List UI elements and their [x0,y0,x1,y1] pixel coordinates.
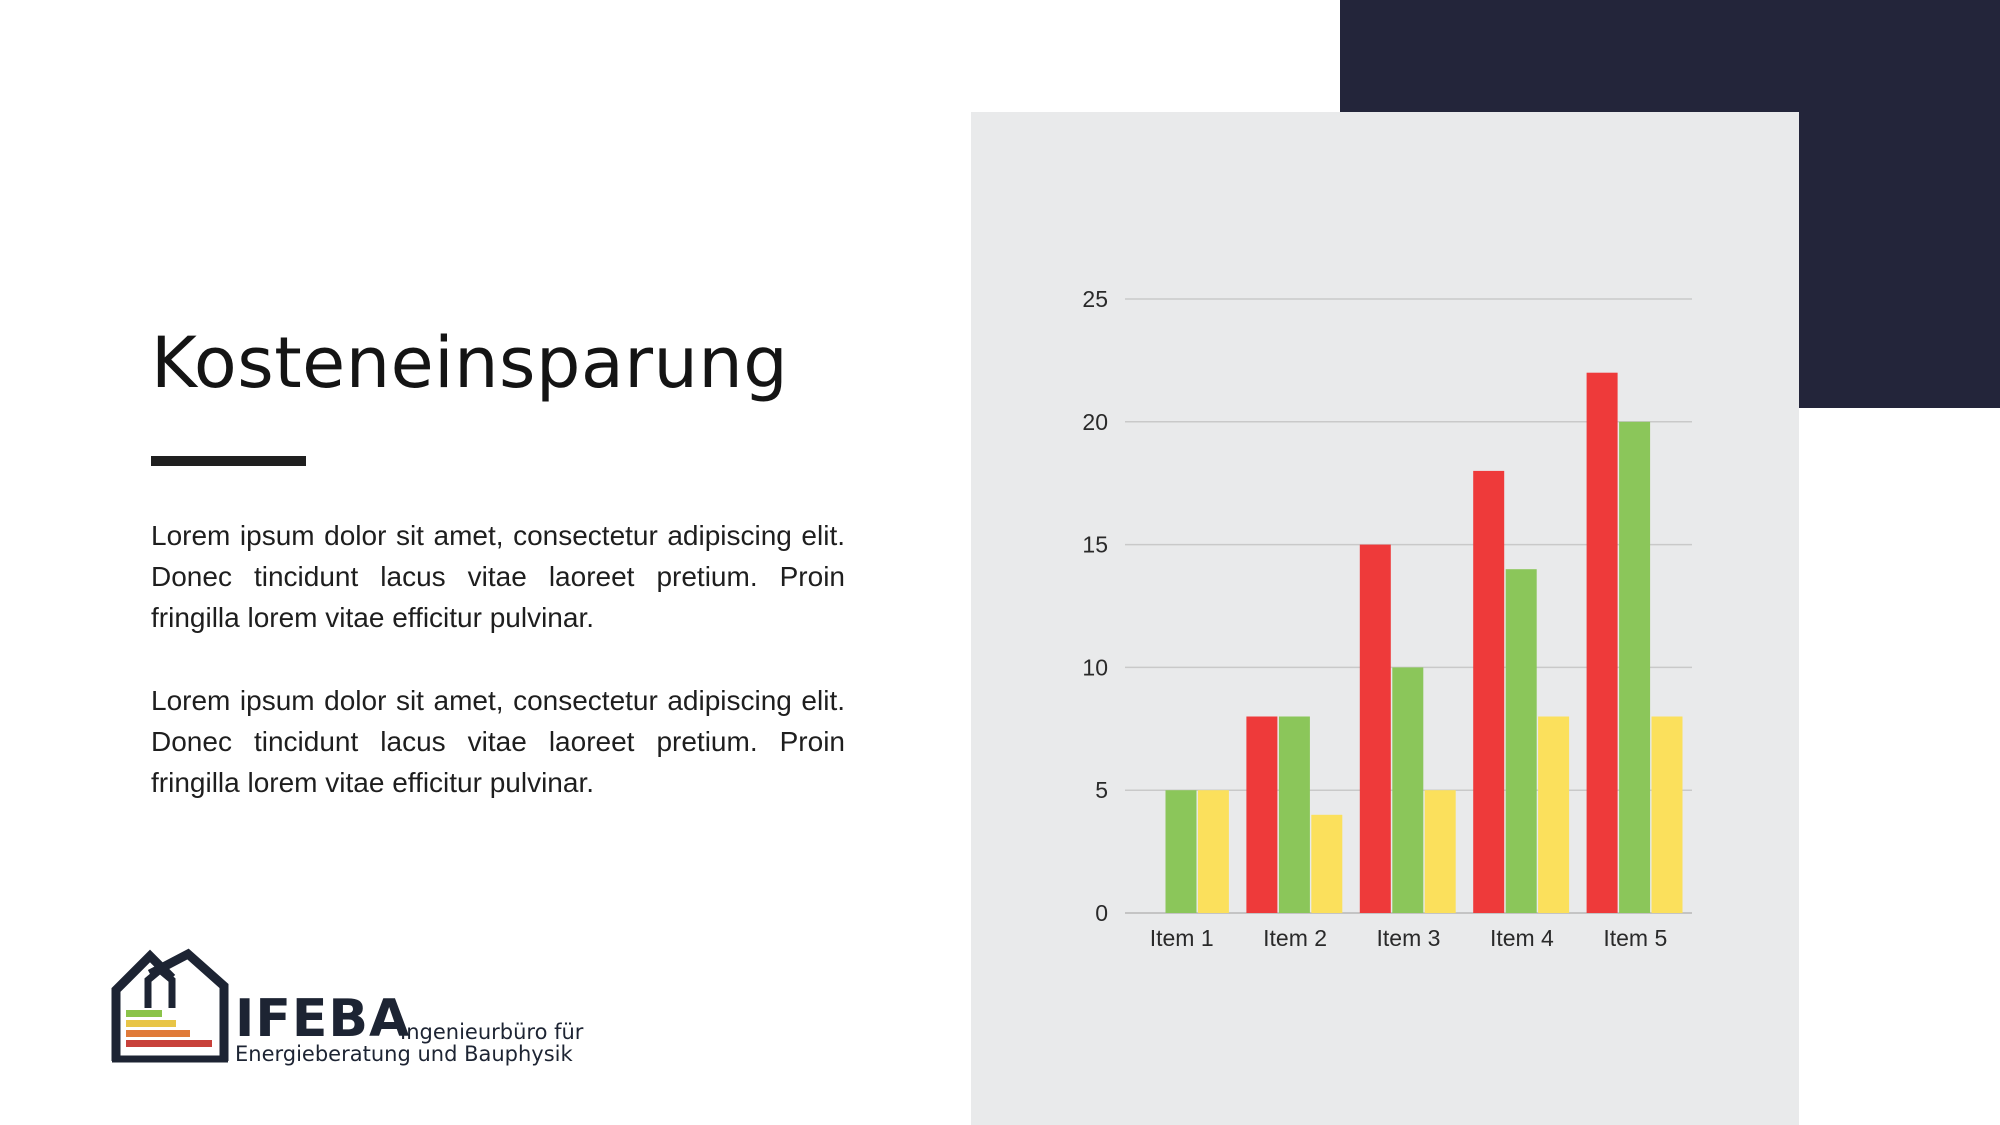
y-tick-label: 25 [1082,286,1108,312]
y-tick-label: 5 [1095,777,1108,803]
y-tick-label: 15 [1082,532,1108,558]
logo-house-inner [144,965,176,1008]
x-tick-label: Item 5 [1603,925,1667,951]
x-tick-label: Item 3 [1377,925,1441,951]
company-logo: IFEBA Ingenieurbüro für Energieberatung … [110,948,630,1068]
bar-item-2-series-2 [1278,716,1310,913]
title-divider [151,456,306,466]
logo-subtitle-line-1: Ingenieurbüro für [400,1020,584,1044]
bar-item-2-series-1 [1246,716,1278,913]
bar-item-5-series-3 [1651,716,1683,913]
bar-item-3-series-1 [1359,544,1391,913]
logo-subtitle-line-2: Energieberatung und Bauphysik [235,1042,573,1066]
y-tick-label: 10 [1082,654,1108,680]
logo-name: IFEBA [235,989,411,1049]
x-tick-label: Item 2 [1263,925,1327,951]
chart-y-ticks: 0 5 10 15 20 25 [1082,286,1108,926]
y-tick-label: 20 [1082,409,1108,435]
bar-item-2-series-3 [1311,814,1343,913]
chart-bars [1165,372,1683,913]
bar-item-1-series-3 [1197,790,1229,913]
bar-item-4-series-3 [1538,716,1570,913]
bar-item-4-series-2 [1505,569,1537,913]
chart-x-ticks: Item 1 Item 2 Item 3 Item 4 Item 5 [1150,925,1668,951]
bar-item-5-series-2 [1619,421,1651,913]
bar-item-3-series-2 [1392,667,1424,913]
bar-item-1-series-2 [1165,790,1197,913]
logo-energy-bar-2 [126,1020,176,1027]
bar-item-5-series-1 [1586,372,1618,913]
house-energy-label-icon [111,948,229,1063]
x-tick-label: Item 1 [1150,925,1214,951]
bar-item-4-series-1 [1473,470,1505,913]
x-tick-label: Item 4 [1490,925,1554,951]
body-paragraph-2: Lorem ipsum dolor sit amet, consectetur … [151,685,845,798]
bar-item-3-series-3 [1424,790,1456,913]
logo-energy-bar-1 [126,1010,162,1017]
body-paragraph-1: Lorem ipsum dolor sit amet, consectetur … [151,520,845,633]
logo-energy-bar-3 [126,1030,190,1037]
logo-house-roof [147,948,229,1061]
logo-energy-bar-4 [126,1040,212,1047]
slide-title: Kosteneinsparung [151,322,789,404]
y-tick-label: 0 [1095,900,1108,926]
